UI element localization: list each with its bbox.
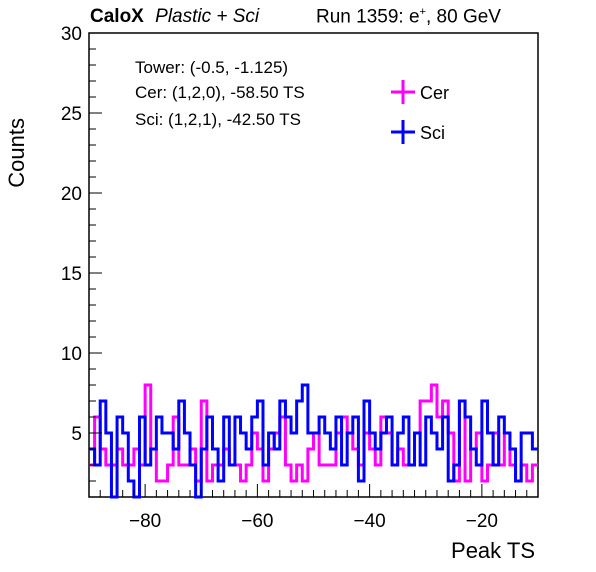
y-tick-label: 10: [61, 344, 82, 365]
header-subtitle: Plastic + Sci: [155, 6, 260, 27]
axis-layer: −80 −60 −40 −20 5 10 15 20 25 30: [61, 24, 539, 532]
y-tick-label: 25: [61, 104, 82, 125]
annotation-tower: Tower: (-0.5, -1.125): [135, 58, 288, 77]
annotation-sci: Sci: (1,2,1), -42.50 TS: [135, 110, 301, 129]
legend-entry-sci: Sci: [391, 120, 445, 144]
header-run-superscript: +: [419, 6, 426, 18]
header-brand: CaloX: [90, 6, 144, 27]
y-tick-label: 5: [71, 424, 82, 445]
series-sci-line: [89, 383, 538, 499]
series-layer: [89, 383, 538, 499]
x-tick-label: −20: [466, 511, 498, 532]
y-axis-label: Counts: [4, 118, 29, 188]
y-tick-label: 30: [61, 24, 82, 45]
x-tick-label: −60: [241, 511, 273, 532]
header-run-suffix: , 80 GeV: [425, 6, 501, 28]
legend-entry-cer: Cer: [391, 80, 449, 104]
legend: Cer Sci: [391, 80, 449, 144]
annotation-cer: Cer: (1,2,0), -58.50 TS: [135, 83, 305, 102]
header-title: CaloX Plastic + Sci: [90, 6, 259, 28]
x-tick-label: −40: [354, 511, 386, 532]
header-run: Run 1359: e+, 80 GeV: [316, 6, 501, 28]
legend-label-cer: Cer: [420, 83, 449, 103]
legend-label-sci: Sci: [420, 123, 445, 143]
y-tick-label: 15: [61, 264, 82, 285]
header-run-prefix: Run 1359: e: [316, 6, 420, 28]
y-tick-label: 20: [61, 184, 82, 205]
x-tick-label: −80: [129, 511, 161, 532]
x-axis-label: Peak TS: [451, 538, 535, 563]
